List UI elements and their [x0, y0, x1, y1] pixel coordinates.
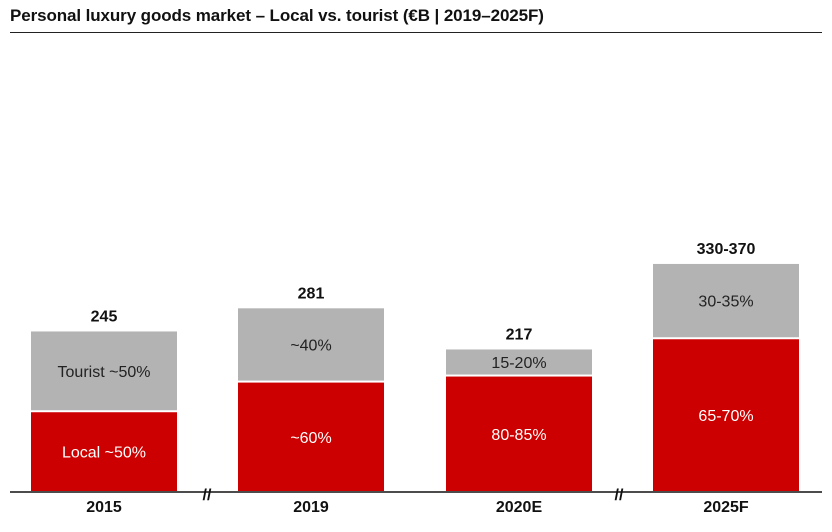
bar-local-2025f [653, 339, 799, 491]
chart-title: Personal luxury goods market – Local vs.… [10, 6, 544, 25]
local-share-label-2020e: 80-85% [491, 427, 546, 444]
title-divider [10, 32, 822, 33]
bar-local-2020e [446, 376, 592, 491]
tourist-share-label-2019: ~40% [290, 337, 331, 354]
x-tick-label-2019: 2019 [293, 499, 329, 516]
tourist-share-label-2025f: 30-35% [698, 294, 753, 311]
bar-tourist-2025f [653, 263, 799, 338]
bar-local-2019 [238, 382, 384, 491]
axis-break-marker-1: // [203, 487, 212, 504]
total-label-2025f: 330-370 [697, 241, 756, 258]
local-share-label-2015: Local ~50% [62, 445, 146, 462]
x-tick-label-2020e: 2020E [496, 499, 543, 516]
bar-tourist-2015 [31, 331, 177, 411]
bar-tourist-2020e [446, 349, 592, 375]
bar-local-2015 [31, 412, 177, 491]
total-label-2019: 281 [298, 285, 325, 302]
local-share-label-2019: ~60% [290, 430, 331, 447]
total-label-2020e: 217 [506, 326, 533, 343]
axis-break-marker-2: // [615, 487, 624, 504]
x-tick-label-2015: 2015 [86, 499, 122, 516]
local-share-label-2025f: 65-70% [698, 408, 753, 425]
x-tick-label-2025f: 2025F [703, 499, 749, 516]
bar-tourist-2019 [238, 308, 384, 381]
total-label-2015: 245 [91, 308, 118, 325]
tourist-share-label-2020e: 15-20% [491, 355, 546, 372]
tourist-share-label-2015: Tourist ~50% [58, 364, 151, 381]
